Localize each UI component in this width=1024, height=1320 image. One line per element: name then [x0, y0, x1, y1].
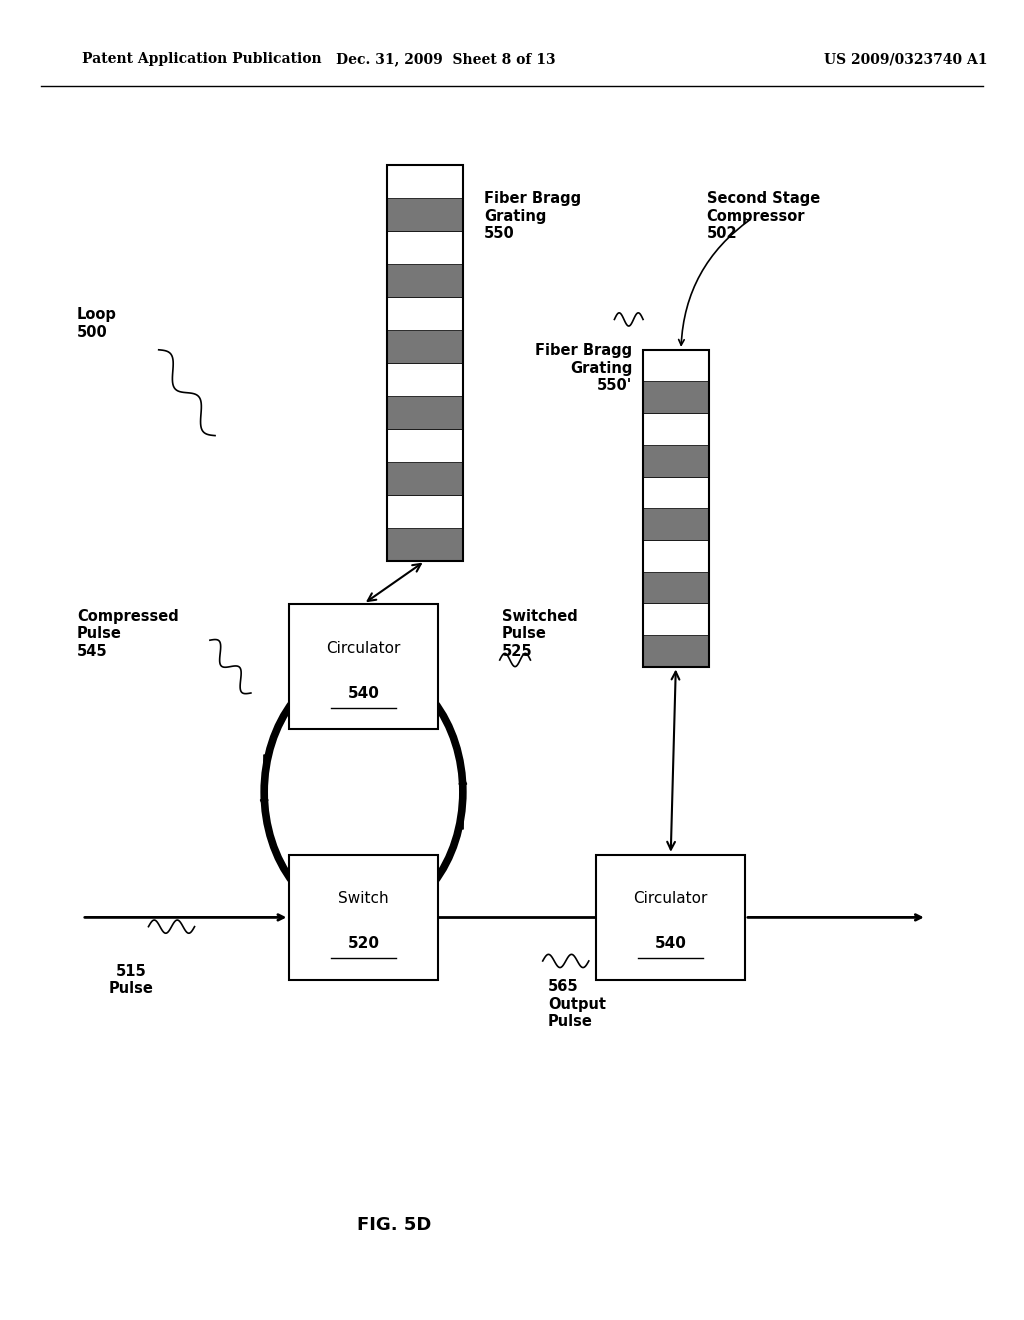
Text: FIG. 5D: FIG. 5D	[357, 1216, 431, 1234]
Bar	[387, 165, 463, 198]
Bar	[643, 572, 710, 603]
Bar	[387, 198, 463, 231]
Text: Dec. 31, 2009  Sheet 8 of 13: Dec. 31, 2009 Sheet 8 of 13	[336, 53, 555, 66]
Text: Switched
Pulse
525: Switched Pulse 525	[502, 609, 578, 659]
Text: 520: 520	[347, 936, 380, 952]
Text: 540: 540	[654, 936, 687, 952]
Bar	[289, 855, 438, 979]
Text: Switch: Switch	[338, 891, 389, 907]
Bar	[643, 350, 710, 381]
Bar	[596, 855, 745, 979]
Bar	[643, 635, 710, 667]
Text: Second Stage
Compressor
502: Second Stage Compressor 502	[707, 191, 820, 242]
Bar	[643, 477, 710, 508]
Bar	[387, 495, 463, 528]
Text: Fiber Bragg
Grating
550': Fiber Bragg Grating 550'	[536, 343, 633, 393]
Text: Circulator: Circulator	[634, 891, 708, 907]
Text: US 2009/0323740 A1: US 2009/0323740 A1	[824, 53, 988, 66]
Bar	[643, 413, 710, 445]
Bar	[387, 264, 463, 297]
Text: Compressed
Pulse
545: Compressed Pulse 545	[77, 609, 178, 659]
Text: Loop
500: Loop 500	[77, 308, 117, 339]
Bar	[387, 297, 463, 330]
Text: Patent Application Publication: Patent Application Publication	[82, 53, 322, 66]
Bar	[387, 231, 463, 264]
Bar	[643, 603, 710, 635]
Text: 540: 540	[347, 685, 380, 701]
Bar	[387, 429, 463, 462]
Bar	[387, 363, 463, 396]
Bar	[387, 165, 463, 561]
Text: 515
Pulse: 515 Pulse	[109, 964, 154, 997]
Bar	[387, 528, 463, 561]
Bar	[643, 381, 710, 413]
Text: 565
Output
Pulse: 565 Output Pulse	[548, 979, 606, 1030]
Bar	[289, 605, 438, 729]
Bar	[643, 350, 710, 667]
Bar	[387, 462, 463, 495]
Bar	[643, 508, 710, 540]
Bar	[643, 540, 710, 572]
Bar	[387, 396, 463, 429]
Text: Circulator: Circulator	[327, 640, 400, 656]
Bar	[643, 445, 710, 477]
Bar	[387, 330, 463, 363]
Text: Fiber Bragg
Grating
550: Fiber Bragg Grating 550	[483, 191, 581, 242]
